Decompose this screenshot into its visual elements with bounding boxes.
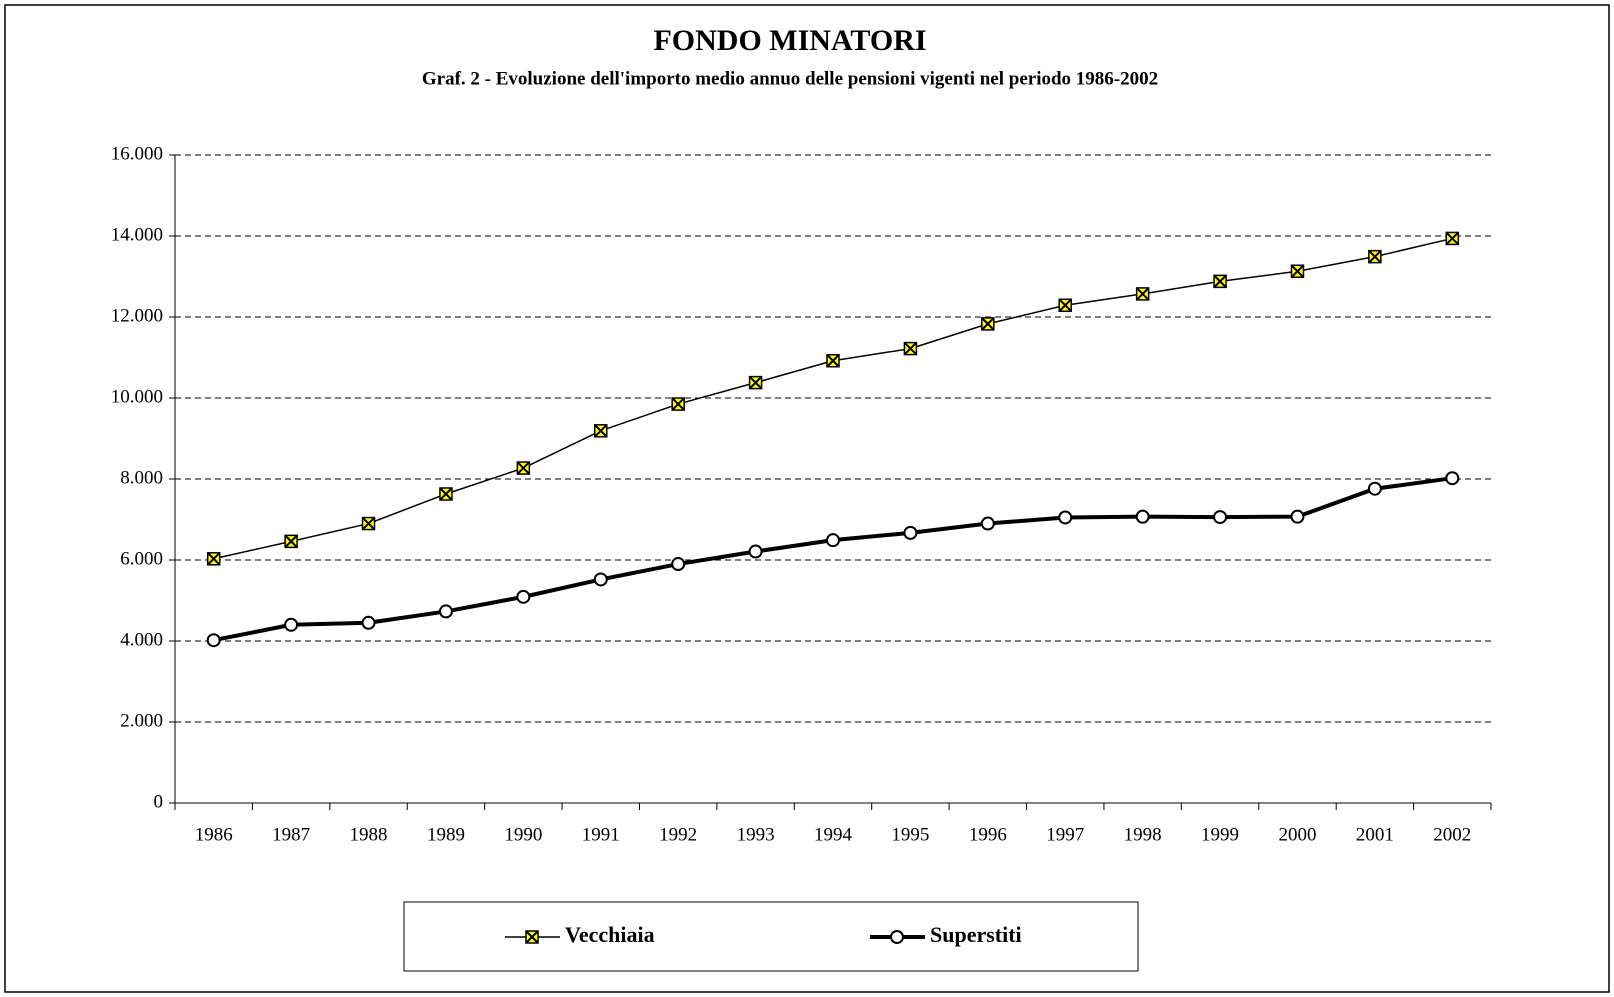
- point-cross: [516, 461, 531, 475]
- legend-label: Superstiti: [930, 922, 1022, 947]
- y-tick-label: 16.000: [111, 143, 163, 164]
- legend-label: Vecchiaia: [565, 922, 655, 947]
- x-tick-label: 1999: [1201, 824, 1239, 845]
- x-tick-label: 1998: [1124, 824, 1162, 845]
- x-tick-label: 1989: [427, 824, 465, 845]
- point: [671, 397, 685, 411]
- x-tick-label: 1991: [582, 824, 620, 845]
- point: [1445, 471, 1460, 486]
- point: [516, 461, 531, 475]
- point-cross: [903, 341, 918, 356]
- point: [1290, 264, 1305, 278]
- point: [1368, 249, 1382, 264]
- x-tick-label: 1993: [737, 824, 775, 845]
- point: [903, 341, 918, 356]
- point: [1135, 509, 1150, 524]
- point: [671, 557, 686, 572]
- x-tick-label: 1996: [969, 824, 1007, 845]
- point: [1135, 287, 1150, 301]
- x-tick-label: 1994: [814, 824, 853, 845]
- y-tick-label: 10.000: [111, 386, 163, 407]
- point: [1213, 274, 1227, 289]
- point: [1445, 231, 1460, 246]
- point: [1058, 510, 1073, 525]
- point: [206, 633, 221, 648]
- point: [890, 930, 904, 944]
- point-cross: [1213, 274, 1227, 289]
- x-tick-label: 1997: [1046, 824, 1084, 845]
- point-cross: [1135, 287, 1150, 301]
- point: [826, 533, 840, 548]
- point: [748, 544, 763, 559]
- point-cross: [525, 930, 539, 944]
- point: [439, 487, 453, 501]
- x-tick-label: 2002: [1433, 824, 1471, 845]
- point: [438, 604, 453, 619]
- point: [206, 552, 221, 566]
- x-tick-label: 1986: [195, 824, 233, 845]
- y-tick-label: 6.000: [120, 548, 163, 569]
- y-tick-label: 12.000: [111, 305, 163, 326]
- point: [516, 589, 531, 604]
- x-tick-label: 1995: [891, 824, 929, 845]
- point: [748, 375, 763, 390]
- point: [1367, 481, 1382, 496]
- x-tick-label: 1990: [504, 824, 542, 845]
- point: [826, 353, 840, 368]
- point: [1058, 298, 1072, 313]
- point-cross: [206, 552, 221, 566]
- x-tick-label: 2000: [1278, 824, 1316, 845]
- point: [903, 525, 918, 540]
- point: [593, 572, 608, 587]
- point: [361, 516, 376, 531]
- point: [525, 930, 539, 944]
- point-cross: [1290, 264, 1305, 278]
- y-tick-label: 14.000: [111, 224, 163, 245]
- point: [980, 516, 995, 531]
- point-cross: [284, 534, 298, 549]
- point: [361, 615, 376, 630]
- point-cross: [1058, 298, 1072, 312]
- y-tick-label: 0: [154, 791, 164, 812]
- x-tick-label: 1988: [350, 824, 388, 845]
- point: [1213, 510, 1228, 525]
- point: [594, 424, 608, 438]
- y-tick-label: 8.000: [120, 467, 163, 488]
- chart-border: [4, 4, 1610, 993]
- point-cross: [439, 487, 453, 501]
- x-tick-label: 2001: [1356, 824, 1394, 845]
- point-cross: [1368, 249, 1382, 264]
- point-cross: [361, 516, 376, 531]
- point-cross: [826, 354, 840, 368]
- point-cross: [1445, 231, 1459, 246]
- point-cross: [594, 424, 608, 438]
- point: [981, 317, 995, 331]
- point-cross: [981, 317, 995, 331]
- x-tick-label: 1992: [659, 824, 697, 845]
- point-cross: [671, 397, 685, 411]
- y-tick-label: 2.000: [120, 710, 163, 731]
- x-tick-label: 1987: [272, 824, 310, 845]
- y-tick-label: 4.000: [120, 629, 163, 650]
- chart-title: FONDO MINATORI: [653, 24, 926, 57]
- point: [1290, 509, 1305, 524]
- point: [284, 617, 299, 632]
- point: [284, 534, 298, 549]
- chart-subtitle: Graf. 2 - Evoluzione dell'importo medio …: [422, 68, 1158, 89]
- point-cross: [748, 375, 763, 390]
